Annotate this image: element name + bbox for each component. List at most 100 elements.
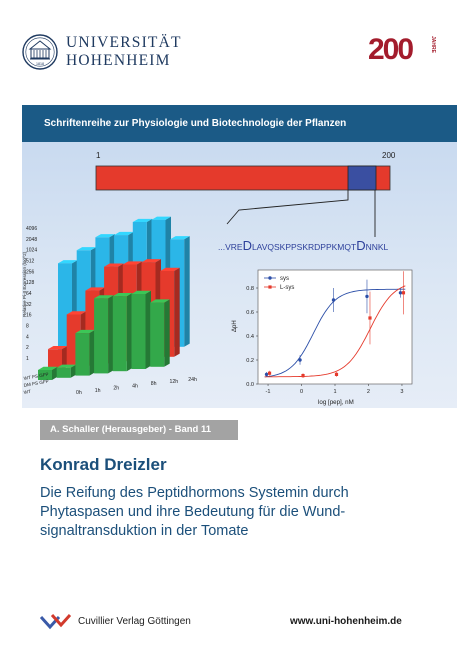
plot-y-tick-label: 0.4 (246, 334, 254, 340)
bar-y-tick-label: 512 (26, 259, 35, 265)
bar-y-tick-label: 2 (26, 345, 29, 351)
plot-point-sys (398, 291, 403, 295)
cleavage-site-d2: D (356, 238, 365, 253)
bar-side (70, 364, 77, 378)
bar-y-tick-label: 2048 (26, 237, 37, 243)
bar-3d (150, 299, 170, 367)
bar-front (38, 370, 52, 380)
systemin-region (347, 165, 377, 191)
bar-y-tick-label: 32 (26, 302, 32, 308)
bar-side (164, 299, 170, 367)
bar-top (131, 290, 151, 294)
bar-side (108, 295, 114, 374)
bar-side (89, 329, 95, 376)
bar-top (170, 236, 190, 240)
plot-y-tick-label: 0.0 (246, 382, 254, 388)
bar-y-tick-label: 4096 (26, 226, 37, 232)
bar-y-tick-label: 4 (26, 334, 29, 340)
bar-3d (38, 366, 58, 380)
seal-year: 1818 (36, 62, 44, 66)
bar-3d (56, 364, 77, 378)
bar-top (104, 263, 124, 267)
peptide-suffix: NNKL (366, 242, 389, 252)
anniversary-number: 200 (368, 33, 414, 66)
bar-top (150, 299, 170, 303)
plot-y-tick-label: 0.8 (246, 286, 254, 292)
scale-start-label: 1 (96, 151, 101, 160)
bar-side (126, 293, 133, 372)
bar-3d (48, 345, 68, 370)
bar-3d (75, 329, 95, 376)
bar-y-tick-label: 128 (26, 280, 35, 286)
bar-x-tick-label: 4h (132, 383, 138, 389)
bar-chart-bars (38, 216, 190, 380)
bar-top (56, 364, 77, 368)
bar-y-tick-label: 8 (26, 324, 29, 330)
bar-side (62, 345, 68, 370)
zoom-line-left (226, 190, 349, 225)
peptide-prefix: ...VRE (218, 242, 243, 252)
legend-marker (268, 276, 272, 280)
bar-x-tick-label: 0h (76, 390, 82, 396)
legend-marker (268, 285, 272, 289)
plot-y-tick-label: 0.6 (246, 310, 254, 316)
publisher-block: Cuvillier Verlag Göttingen (39, 611, 240, 631)
bar-top (76, 247, 97, 251)
editor-label: A. Schaller (Herausgeber) - Band 11 (50, 424, 212, 435)
bar-top (48, 345, 68, 350)
bar-top (66, 311, 87, 315)
bar-y-tick-label: 1024 (26, 248, 37, 254)
website-link[interactable]: www.uni-hohenheim.de (290, 616, 402, 627)
bar-front (112, 296, 127, 372)
bar-series-label: WT PS GFP (23, 372, 49, 381)
bar-top (85, 287, 105, 291)
book-title-line-2: Phytaspasen und ihre Bedeutung für die W… (40, 504, 346, 520)
bar-side (52, 366, 58, 380)
legend-label: sys (280, 276, 289, 282)
publisher-name: Cuvillier Verlag Göttingen (78, 616, 191, 627)
university-logo: 1818 UNIVERSITÄT HOHENHEIM (22, 30, 180, 76)
peptide-sequence: ...VREDLAVQSKPPSKRDPPKMQTDNNKL (218, 238, 389, 253)
plot-fit-curve (264, 285, 406, 378)
bar-front (48, 349, 62, 370)
plot-point-lsys (334, 372, 339, 376)
bar-top (151, 216, 171, 220)
bar-top (94, 295, 114, 299)
bar-top (160, 267, 180, 271)
plot-point-sys (331, 298, 336, 302)
expression-bar-chart: 1 2 4 8 16 32 64 128 256 512 1024 2048 4096 Relative… (22, 216, 197, 396)
bar-top (38, 366, 58, 370)
bar-top (141, 259, 161, 263)
bar-y-tick-label: 64 (26, 291, 32, 297)
plot-point-lsys (301, 374, 305, 378)
bar-y-tick-label: 256 (26, 269, 35, 275)
plot-y-tick-label: 0.2 (246, 358, 254, 364)
bar-top (122, 261, 143, 265)
plot-x-tick-label: 3 (400, 389, 403, 395)
plot-x-tick-label: 2 (367, 389, 370, 395)
bar-x-tick-label: 24h (188, 377, 197, 383)
bar-front (75, 333, 90, 376)
precursor-bar (95, 165, 391, 191)
anniversary-word: JAHRE (430, 36, 436, 53)
plot-y-ticks: 0.0 0.2 0.4 0.6 0.8 (246, 286, 258, 388)
book-title-line-3: signaltransduktion in der Tomate (40, 523, 249, 539)
plot-point-sys (365, 294, 369, 299)
plot-x-label: log [pep], nM (318, 399, 354, 406)
plot-x-tick-label: -1 (266, 389, 271, 395)
bar-top (114, 231, 134, 236)
bar-side (184, 236, 190, 347)
university-name: UNIVERSITÄT (66, 34, 182, 51)
plot-legend: sys L-sys (264, 276, 294, 291)
bar-3d (94, 295, 114, 374)
bar-front (94, 298, 109, 374)
bar-side (145, 290, 151, 369)
editor-banner: A. Schaller (Herausgeber) - Band 11 (40, 420, 238, 440)
bar-top (58, 260, 78, 264)
bar-front (150, 302, 165, 367)
plot-y-label: ΔpH (232, 320, 238, 332)
plot-point-lsys (401, 291, 406, 295)
dose-response-plot: 0.0 0.2 0.4 0.6 0.8 -1 0 1 2 3 ΔpH log [pep], nM… (232, 269, 413, 406)
